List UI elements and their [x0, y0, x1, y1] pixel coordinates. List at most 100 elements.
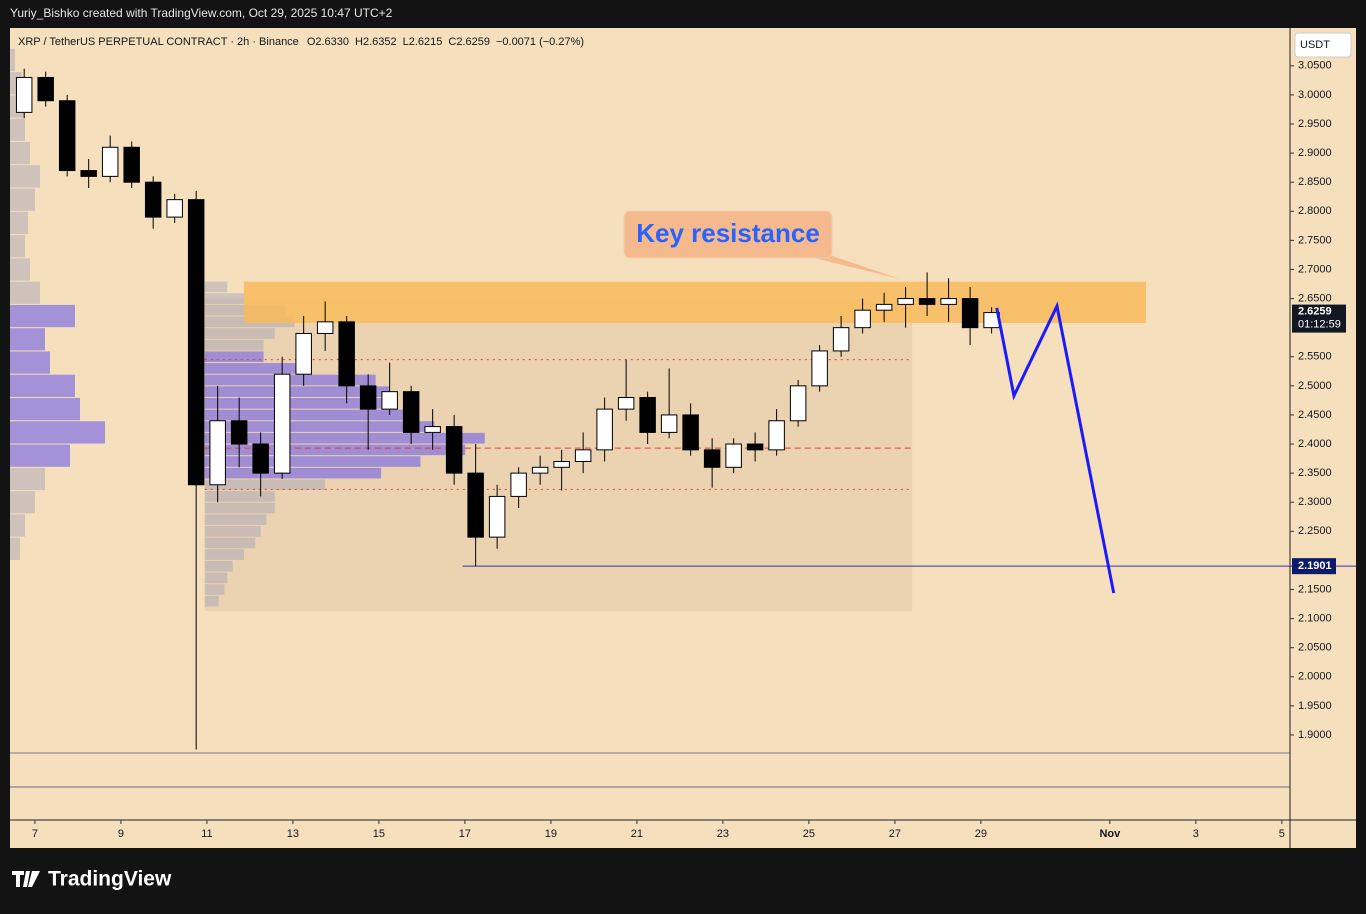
ohlc-legend: C2.6259 — [448, 36, 490, 48]
footer-brand: TradingView — [48, 868, 172, 891]
volume-profile-bar — [204, 444, 466, 456]
candle-body — [467, 472, 484, 538]
plot: Key resistance — [10, 48, 1356, 750]
candle-body — [445, 426, 463, 474]
candle-body — [510, 472, 527, 497]
candle-body — [252, 443, 269, 474]
currency-box — [1294, 32, 1352, 58]
y-tick-label: 2.8000 — [1298, 205, 1332, 217]
candle-body — [832, 327, 850, 352]
x-tick-label: 25 — [803, 828, 815, 840]
y-tick-label: 2.5000 — [1298, 380, 1332, 392]
candle-body — [316, 321, 334, 334]
volume-profile-bar — [204, 560, 233, 572]
candle-body — [660, 414, 678, 433]
volume-profile-bar — [204, 339, 264, 351]
y-tick-label: 2.0000 — [1298, 671, 1332, 683]
volume-profile-bar — [204, 584, 225, 595]
y-tick-label: 2.4500 — [1298, 409, 1332, 421]
x-tick-label: 23 — [717, 828, 729, 840]
volume-profile-bar — [10, 211, 28, 235]
annotation-box — [623, 210, 833, 259]
x-tick-label: 21 — [631, 828, 643, 840]
x-tick-label: 3 — [1193, 828, 1199, 840]
symbol-legend: XRP / TetherUS PERPETUAL CONTRACT · 2h ·… — [18, 36, 299, 48]
volume-profile-bar — [10, 235, 25, 258]
candle-body — [80, 170, 97, 177]
x-tick-label: 29 — [975, 828, 987, 840]
y-tick-label: 2.5500 — [1298, 351, 1332, 363]
candle-body — [359, 385, 377, 410]
candle-body — [574, 449, 592, 462]
volume-profile-bar — [204, 281, 228, 293]
volume-profile-bar — [10, 188, 35, 211]
x-tick-label: 5 — [1279, 828, 1285, 840]
x-tick-label: 13 — [287, 828, 299, 840]
y-tick-label: 2.1500 — [1298, 583, 1332, 595]
candle-body — [15, 76, 33, 113]
candle-body — [488, 495, 506, 538]
candle-body — [703, 449, 721, 468]
resistance-zone — [243, 281, 1146, 324]
candle-body — [811, 350, 828, 387]
candle-body — [897, 298, 914, 305]
volume-profile-bar — [10, 421, 105, 444]
volume-profile-bar — [10, 118, 25, 141]
candle-body — [617, 396, 635, 410]
credit: Yuriy_Bishko created with TradingView.co… — [10, 6, 393, 20]
candle-body — [746, 443, 764, 451]
last-price-box — [1292, 304, 1346, 333]
candle-body — [144, 181, 162, 218]
volume-profile-bar — [10, 491, 35, 514]
volume-profile-bar — [204, 525, 261, 537]
volume-profile-bar — [10, 514, 25, 537]
volume-profile-bar — [10, 328, 45, 351]
y-tick-label: 2.8500 — [1298, 176, 1332, 188]
volume-profile-bar — [204, 537, 256, 549]
candle-body — [402, 391, 420, 433]
last-price-label: 2.6259 — [1298, 305, 1332, 317]
candle-body — [789, 385, 807, 422]
x-tick-label: 11 — [201, 828, 212, 840]
x-tick-label: Nov — [1099, 828, 1121, 840]
volume-profile-bar — [10, 397, 80, 421]
y-tick-label: 2.3500 — [1298, 467, 1332, 479]
candle-body — [553, 460, 570, 468]
candle-body — [230, 420, 248, 445]
candle-body — [961, 298, 979, 329]
x-tick-label: 27 — [889, 828, 901, 840]
volume-profile-bar — [10, 537, 20, 560]
candle-body — [37, 76, 54, 102]
volume-profile-bar — [10, 304, 75, 328]
x-tick-label: 7 — [32, 828, 38, 840]
candle-body — [424, 426, 441, 433]
volume-profile-bar — [204, 409, 404, 421]
candle-body — [381, 391, 398, 410]
volume-profile-bar — [204, 293, 244, 304]
volume-profile-bar — [204, 397, 396, 409]
candle-body — [101, 146, 119, 177]
y-tick-label: 2.4000 — [1298, 438, 1332, 450]
currency: USDT — [1300, 39, 1330, 51]
y-tick-label: 2.7000 — [1298, 263, 1332, 275]
volume-profile-bar — [204, 328, 275, 339]
volume-profile-bar — [10, 141, 30, 165]
ohlc-legend: H2.6352 — [355, 36, 397, 48]
volume-profile-bar — [204, 456, 421, 467]
candle-body — [918, 298, 936, 305]
volume-profile-bar — [10, 48, 15, 72]
candle-body — [166, 199, 183, 218]
candle-body — [725, 443, 742, 468]
volume-profile-bar — [204, 595, 219, 607]
y-tick-label: 2.2500 — [1298, 525, 1332, 537]
candle-body — [596, 408, 613, 451]
y-tick-label: 2.9500 — [1298, 118, 1332, 130]
countdown: 01:12:59 — [1298, 318, 1341, 330]
candle-body — [682, 414, 699, 451]
volume-profile-bar — [204, 363, 306, 374]
x-tick-label: 15 — [373, 828, 385, 840]
annotation-text: Key resistance — [636, 218, 820, 248]
y-tick-label: 2.9000 — [1298, 147, 1332, 159]
candle-body — [273, 373, 291, 474]
candle-body — [295, 332, 312, 375]
